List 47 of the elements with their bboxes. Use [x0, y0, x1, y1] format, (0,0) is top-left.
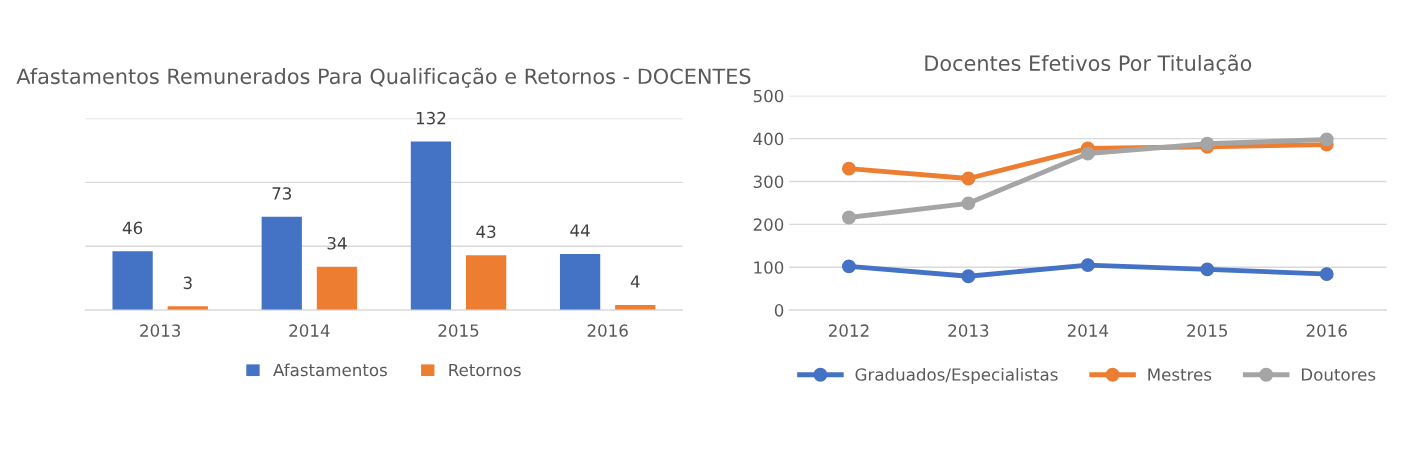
data-label: 44	[570, 224, 590, 237]
point	[1080, 146, 1095, 161]
point	[961, 269, 976, 284]
point	[1080, 258, 1095, 273]
point	[961, 196, 976, 211]
y-tick-label: 100	[754, 261, 784, 274]
y-tick-label: 300	[753, 175, 784, 189]
x-tick-label: 2014	[289, 324, 330, 337]
point	[841, 161, 856, 176]
y-tick-label: 500	[753, 89, 784, 103]
data-label: 4	[630, 275, 640, 288]
point	[1319, 132, 1334, 147]
x-tick-label: 2013	[948, 324, 989, 337]
chart-title: Docentes Efetivos Por Titulação	[925, 54, 1252, 75]
y-tick-label: 200	[753, 218, 784, 231]
legend-label: Mestres	[1148, 368, 1212, 381]
bar	[465, 255, 507, 311]
legend-label: Retornos	[449, 363, 521, 377]
data-label: 132	[416, 111, 446, 125]
x-tick-label: 2016	[587, 324, 628, 337]
data-label: 46	[122, 221, 143, 235]
point	[1200, 262, 1215, 277]
bar	[559, 253, 601, 311]
point	[1319, 267, 1334, 282]
x-tick-label: 2014	[1067, 324, 1109, 337]
data-label: 43	[476, 225, 496, 239]
point	[841, 210, 856, 225]
x-tick-label: 2015	[438, 324, 479, 337]
data-label: 34	[327, 236, 347, 250]
y-tick-label: 400	[753, 132, 784, 146]
bar	[261, 216, 302, 311]
chart-title: Afastamentos Remunerados Para Qualificação e Retornos - DOCENTES	[16, 67, 751, 88]
x-tick-label: 2016	[1306, 324, 1347, 337]
point	[961, 171, 976, 186]
legend-label: Graduados/Especialistas	[855, 367, 1058, 385]
bar	[410, 141, 452, 311]
x-tick-label: 2015	[1187, 324, 1228, 337]
x-tick-label: 2013	[140, 324, 181, 337]
data-label: 73	[272, 187, 292, 200]
y-tick-label: 0	[774, 304, 784, 317]
point	[841, 259, 856, 274]
legend-label: Doutores	[1301, 368, 1376, 381]
legend-label: Afastamentos	[273, 363, 387, 377]
data-label: 3	[183, 276, 192, 290]
x-tick-label: 2012	[828, 324, 869, 337]
bar	[112, 251, 153, 311]
bar	[316, 266, 358, 311]
